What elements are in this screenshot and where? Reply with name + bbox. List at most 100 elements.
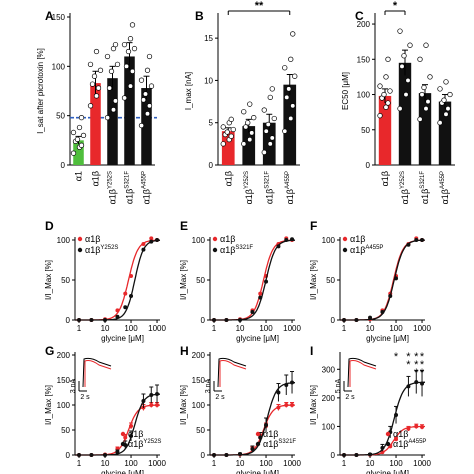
data-point xyxy=(141,399,146,403)
legend-superscript: Y252S xyxy=(143,439,161,445)
data-point xyxy=(267,94,273,100)
category-main: α1β xyxy=(440,189,450,204)
y-axis-label: I/I_Max [%] xyxy=(44,385,53,425)
y-axis-label: I/I_Max [%] xyxy=(309,385,318,425)
data-point xyxy=(224,129,230,135)
inset-trace-black xyxy=(82,357,112,388)
data-point xyxy=(290,103,296,109)
category-main: α1β xyxy=(264,189,274,204)
data-point xyxy=(421,84,427,91)
y-tick-label: 0 xyxy=(201,316,206,325)
data-point xyxy=(127,36,134,42)
data-point xyxy=(269,135,275,141)
legend-main: α1β xyxy=(220,234,235,244)
legend-label: α1β xyxy=(393,429,408,439)
panel-letter: F xyxy=(310,219,317,233)
data-point xyxy=(89,81,96,87)
data-point xyxy=(110,107,117,113)
panel-letter: E xyxy=(180,219,188,233)
data-point xyxy=(258,435,263,440)
panel-letter: I xyxy=(310,344,313,358)
data-point xyxy=(129,434,134,438)
legend-marker xyxy=(120,431,126,437)
data-point xyxy=(443,79,449,85)
data-point xyxy=(78,114,85,121)
significance-marker: ** xyxy=(255,0,264,12)
data-point xyxy=(127,83,134,89)
data-point xyxy=(115,450,120,454)
data-point xyxy=(276,405,281,410)
data-point xyxy=(115,314,120,319)
data-point xyxy=(383,74,389,80)
data-point xyxy=(250,447,255,451)
data-point xyxy=(220,124,226,130)
data-point xyxy=(131,45,138,52)
significance-star: * xyxy=(420,359,425,371)
data-point xyxy=(397,105,403,112)
data-point xyxy=(394,413,399,417)
bar xyxy=(398,62,412,165)
legend-marker xyxy=(77,236,83,242)
y-tick-label: 200 xyxy=(57,351,71,360)
legend-superscript: S321F xyxy=(278,439,296,445)
legend-main: α1β xyxy=(220,245,235,255)
category-superscript: A455P xyxy=(440,171,446,189)
significance-star: * xyxy=(420,351,425,363)
data-point xyxy=(228,116,234,122)
legend-label: α1βY252S xyxy=(85,245,118,255)
y-tick-label: 150 xyxy=(357,55,371,64)
legend-label: α1βY252S xyxy=(128,439,161,449)
category-label: α1βS321F xyxy=(420,171,430,204)
data-point xyxy=(80,132,87,139)
data-point xyxy=(264,279,269,284)
significance-star: * xyxy=(414,351,419,363)
x-tick-label: 10 xyxy=(101,324,110,333)
legend-marker xyxy=(120,441,126,447)
panel-F: F 0 50 100 1 10 100 1000 glycine [μM] I/I_Max [%]… xyxy=(309,219,431,343)
data-point xyxy=(224,318,229,322)
legend-label: α1β xyxy=(220,234,235,244)
legend-label: α1βA455P xyxy=(393,439,426,449)
data-point xyxy=(406,426,411,431)
data-point xyxy=(123,435,128,440)
data-point xyxy=(142,91,149,97)
scale-bar-time: 2 s xyxy=(215,394,225,401)
legend-main: α1β xyxy=(128,429,143,439)
data-point xyxy=(129,22,136,28)
x-tick-label: 1 xyxy=(77,324,82,333)
fit-curve-1 xyxy=(75,393,160,456)
panel-letter: G xyxy=(45,344,54,358)
data-point xyxy=(87,103,94,109)
data-point xyxy=(261,107,267,113)
x-axis-label: glycine [μM] xyxy=(101,469,144,474)
category-superscript: S321F xyxy=(420,171,426,189)
y-tick-label: 150 xyxy=(192,376,206,385)
data-point xyxy=(377,113,383,119)
data-point xyxy=(108,68,115,74)
y-tick-label: 0 xyxy=(66,316,71,325)
x-axis-label: glycine [μM] xyxy=(236,334,279,343)
y-tick-label: 50 xyxy=(61,276,70,285)
y-tick-label: 50 xyxy=(196,276,205,285)
data-point xyxy=(138,77,145,83)
data-point xyxy=(342,453,347,457)
bar xyxy=(141,88,152,165)
legend-marker xyxy=(77,247,83,253)
data-point xyxy=(89,318,94,322)
bar xyxy=(124,56,135,165)
data-point xyxy=(74,136,81,142)
data-point xyxy=(70,150,77,156)
data-point xyxy=(93,48,100,55)
data-point xyxy=(141,242,146,246)
data-point xyxy=(288,56,294,62)
legend-label: α1β xyxy=(85,234,100,244)
legend-superscript: A455P xyxy=(365,245,383,251)
data-point xyxy=(149,393,154,397)
data-point xyxy=(385,100,391,106)
x-tick-label: 10 xyxy=(366,324,375,333)
x-tick-label: 100 xyxy=(389,459,403,468)
data-point xyxy=(282,65,288,71)
y-axis-label: I/I_Max [%] xyxy=(309,260,318,300)
inset-trace-red xyxy=(349,360,377,387)
